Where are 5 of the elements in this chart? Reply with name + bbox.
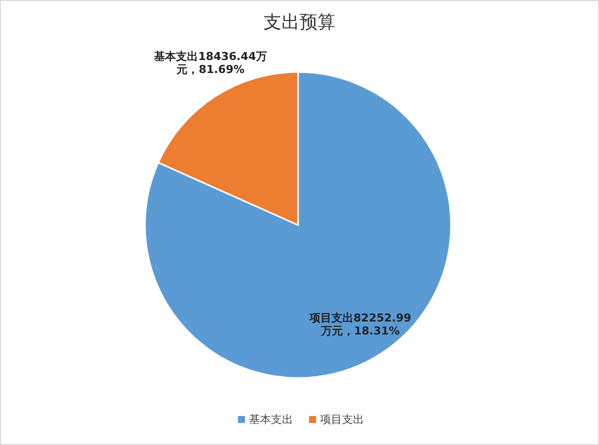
chart-title: 支出预算 (264, 12, 336, 33)
legend-label: 基本支出 (249, 413, 293, 426)
data-label: 项目支出82252.99万元，18.31% (308, 311, 412, 338)
data-label: 基本支出18436.44万元，81.69% (153, 50, 267, 76)
legend-label: 项目支出 (320, 413, 364, 426)
